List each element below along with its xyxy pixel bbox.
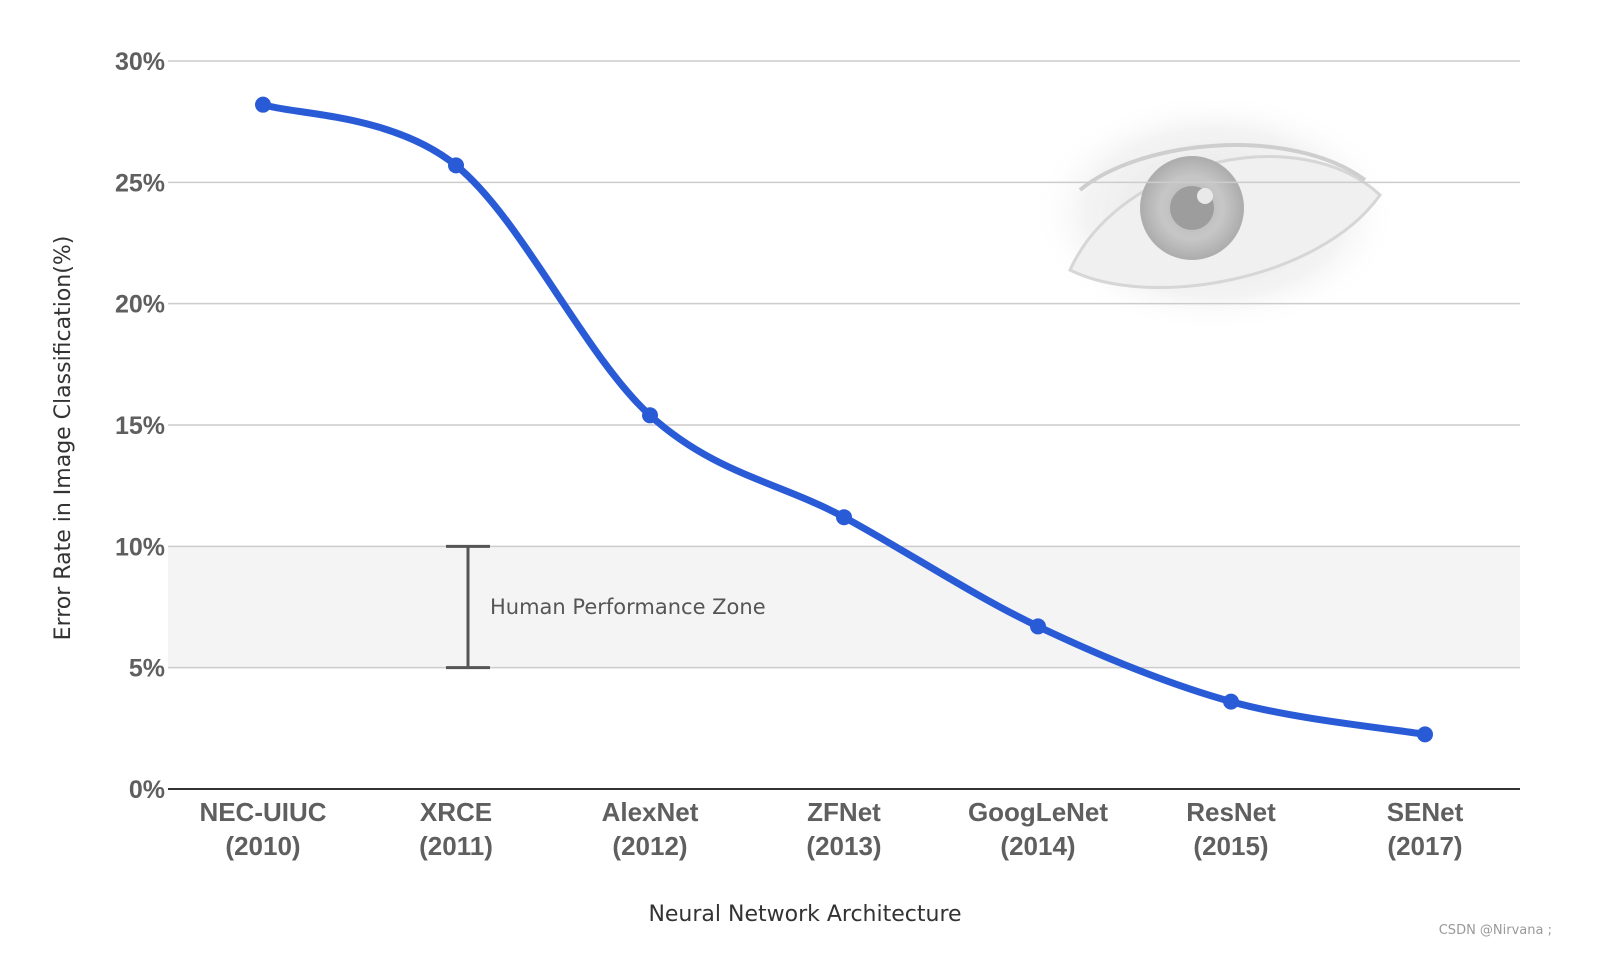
data-point xyxy=(642,407,658,424)
x-tick-label: ZFNet (2013) xyxy=(806,797,881,861)
data-point xyxy=(1030,618,1046,635)
x-tick-label: GoogLeNet (2014) xyxy=(968,797,1108,861)
x-tick-label: NEC-UIUC (2010) xyxy=(199,797,326,861)
y-axis-title: Error Rate in Image Classification(%) xyxy=(51,236,76,641)
y-tick-label: 25% xyxy=(115,169,165,197)
x-axis-ticks: NEC-UIUC (2010) XRCE (2011) AlexNet (2012) ZFN… xyxy=(199,797,1463,861)
data-points xyxy=(255,96,1433,743)
y-tick-label: 20% xyxy=(115,291,165,319)
y-axis-ticks: 0% 5% 10% 15% 20% 25% 30% xyxy=(115,48,165,804)
data-point xyxy=(448,157,464,174)
human-zone-bracket xyxy=(446,544,490,670)
y-tick-label: 5% xyxy=(129,655,165,683)
x-axis-title: Neural Network Architecture xyxy=(648,902,961,927)
human-performance-zone-band xyxy=(168,546,1520,668)
eye-image xyxy=(1030,93,1400,333)
data-point xyxy=(836,509,852,526)
data-point xyxy=(1417,726,1433,743)
gridlines xyxy=(168,60,1520,790)
data-point xyxy=(1223,693,1239,710)
x-tick-label: XRCE (2011) xyxy=(419,797,493,861)
x-tick-label: AlexNet (2012) xyxy=(602,797,699,861)
y-tick-label: 10% xyxy=(115,533,165,561)
y-tick-label: 30% xyxy=(115,48,165,76)
data-point xyxy=(255,96,271,113)
y-tick-label: 15% xyxy=(115,412,165,440)
y-tick-label: 0% xyxy=(129,776,165,804)
x-tick-label: ResNet (2015) xyxy=(1186,797,1276,861)
x-tick-label: SENet (2017) xyxy=(1387,797,1464,861)
human-zone-label: Human Performance Zone xyxy=(490,595,766,619)
watermark: CSDN @Nirvana ; xyxy=(1439,923,1552,938)
